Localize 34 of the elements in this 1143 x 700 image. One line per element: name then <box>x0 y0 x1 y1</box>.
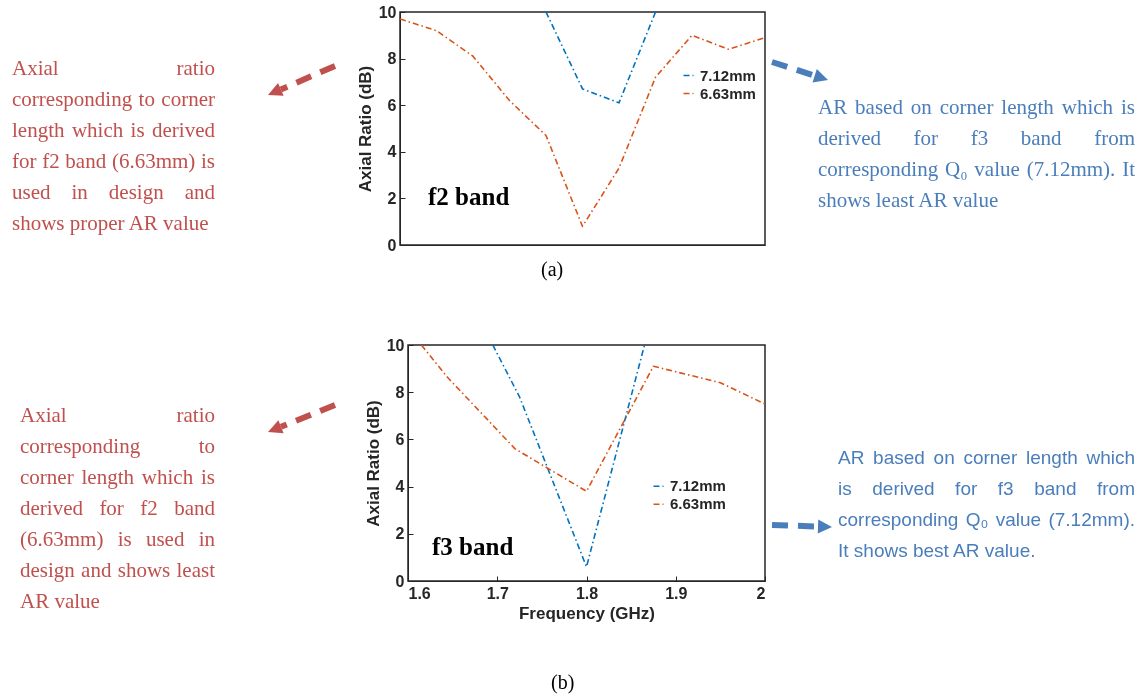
y-tick-label: 4 <box>387 143 397 161</box>
annotation: f3 band <box>432 533 515 561</box>
legend-label: 6.63mm <box>670 495 726 513</box>
y-tick-label: 8 <box>387 50 397 68</box>
text: Axial ratio corresponding to corner length which is derived for f2 band (6.63mm) is used in design and shows least AR value <box>20 402 215 615</box>
x-tick-label: 1.6 <box>408 584 431 602</box>
legend-label: 7.12mm <box>700 66 756 84</box>
text: AR based on corner length which is derived for f3 band from corresponding Q₀ value (7.12mm). It shows best AR value. <box>838 446 1135 563</box>
y-tick-label: 0 <box>387 236 397 254</box>
y-tick-label: 6 <box>387 96 397 114</box>
y-tick-label: 2 <box>395 525 405 543</box>
legend-label: 7.12mm <box>670 477 726 495</box>
line-series <box>400 18 765 228</box>
x-tick-label: 1.8 <box>575 584 599 602</box>
text: AR based on corner length which is derived for f3 band from corresponding Q₀ value (7.12mm). It shows least AR value <box>818 94 1135 214</box>
y-tick-label: 10 <box>386 336 405 354</box>
annotation: f2 band <box>428 183 511 211</box>
y-tick-label: 2 <box>387 189 397 207</box>
line-series <box>420 345 765 493</box>
y-axis-title: Axial Ratio (dB) <box>355 65 375 193</box>
text: (a) <box>541 258 565 281</box>
x-tick-label: 2 <box>756 584 766 602</box>
y-tick-label: 10 <box>378 3 397 21</box>
text: Axial ratio corresponding to corner length which is derived for f2 band (6.63mm) is used in design and shows proper AR value <box>12 55 215 237</box>
y-tick-label: 6 <box>395 430 405 448</box>
y-tick-label: 4 <box>395 478 405 496</box>
x-tick-label: 1.9 <box>665 584 688 602</box>
legend-label: 6.63mm <box>700 84 756 102</box>
text: (b) <box>551 671 576 694</box>
y-tick-label: 8 <box>395 383 405 401</box>
x-axis-title: Frequency (GHz) <box>518 603 656 623</box>
y-axis-title: Axial Ratio (dB) <box>363 400 383 527</box>
x-tick-label: 1.7 <box>486 584 509 602</box>
y-tick-label: 0 <box>395 572 405 590</box>
